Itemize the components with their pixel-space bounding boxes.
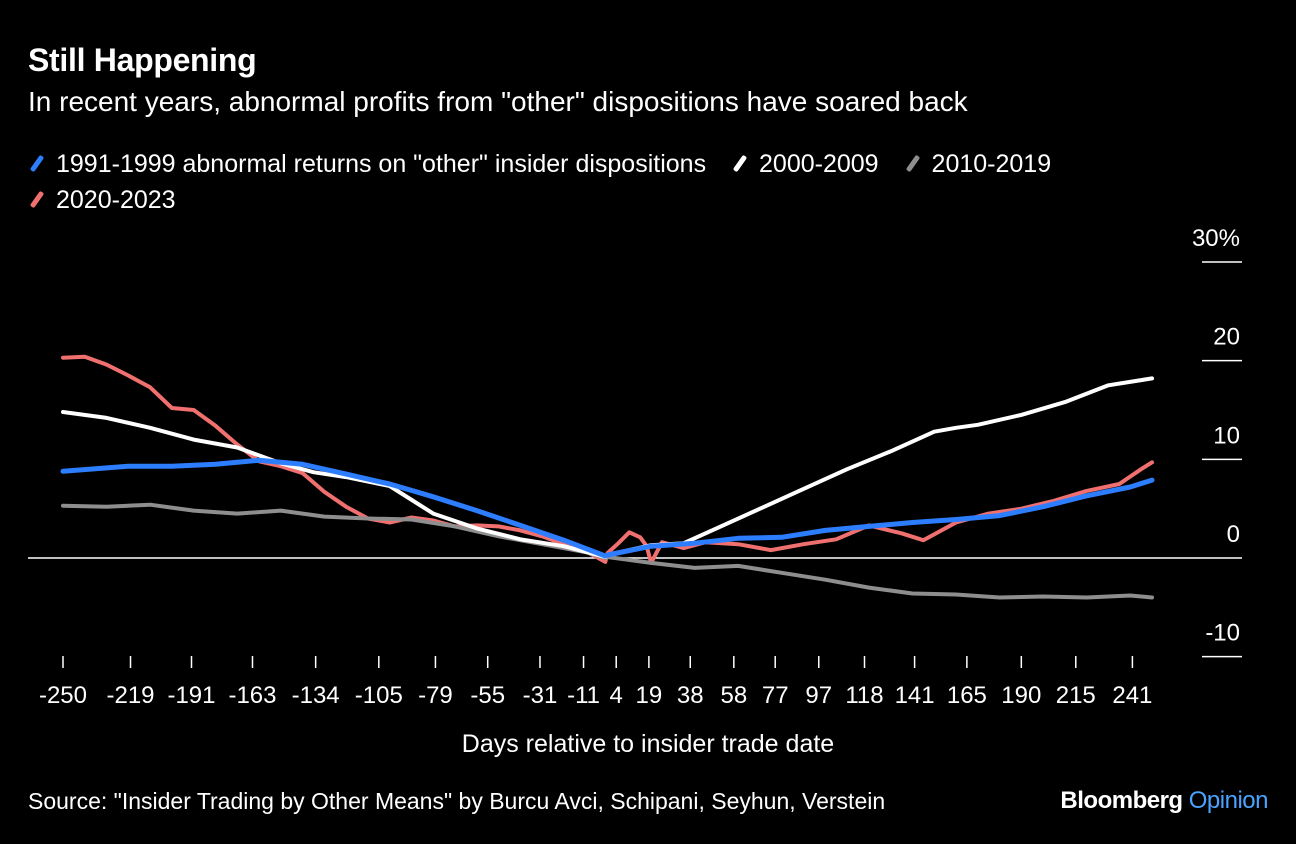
x-axis-label: Days relative to insider trade date [461, 730, 835, 758]
x-tick-label: 97 [805, 682, 832, 709]
legend-item-1991-1999: 1991-1999 abnormal returns on "other" in… [28, 146, 706, 182]
chart-title: Still Happening [28, 42, 257, 78]
legend-label-2010-2019: 2010-2019 [931, 150, 1052, 178]
y-tick-label: 10 [1213, 422, 1240, 449]
series-1991-1999-line [60, 457, 1155, 559]
x-tick-label: -105 [355, 682, 403, 709]
x-tick-label: 4 [610, 682, 623, 709]
series-2000-2009-line [61, 376, 1154, 559]
x-tick-label: -134 [292, 682, 340, 709]
x-tick-label: 190 [1001, 682, 1041, 709]
x-tick-label: -250 [39, 682, 87, 709]
x-tick-label: 77 [762, 682, 789, 709]
series-2020-2023-line [61, 354, 1154, 565]
x-tick-label: -31 [523, 682, 558, 709]
legend-label-2000-2009: 2000-2009 [759, 150, 879, 178]
x-tick-label: 215 [1056, 682, 1096, 709]
x-tick-label: -163 [228, 682, 276, 709]
brand-logo: Bloomberg Opinion [1060, 787, 1268, 815]
x-tick-label: -11 [567, 682, 600, 709]
chart-subtitle: In recent years, abnormal profits from "… [28, 86, 968, 117]
legend-item-2020-2023: 2020-2023 [28, 182, 176, 218]
x-tick-label: -79 [418, 682, 453, 709]
y-tick-label: 20 [1213, 324, 1240, 351]
brand-accent: Opinion [1188, 787, 1269, 814]
x-tick-label: -191 [167, 682, 215, 709]
x-tick-label: -219 [106, 682, 154, 709]
x-tick-label: 241 [1112, 682, 1152, 709]
x-tick-label: 38 [677, 682, 704, 709]
y-tick-label: 30% [1192, 225, 1240, 252]
legend-label-2020-2023: 2020-2023 [56, 186, 176, 214]
legend-label-1991-1999: 1991-1999 abnormal returns on "other" in… [56, 150, 707, 178]
x-tick-label: 118 [845, 682, 883, 709]
x-tick-label: 58 [720, 682, 747, 709]
legend: 1991-1999 abnormal returns on "other" in… [28, 146, 1268, 218]
source-note: Source: "Insider Trading by Other Means"… [28, 788, 886, 814]
y-tick-label: 0 [1227, 521, 1240, 548]
legend-item-2000-2009: 2000-2009 [731, 146, 879, 182]
y-tick-label: -10 [1205, 620, 1240, 647]
x-tick-label: -55 [470, 682, 505, 709]
legend-item-2010-2019: 2010-2019 [904, 146, 1052, 182]
x-tick-label: 141 [895, 682, 935, 709]
x-tick-label: 19 [636, 682, 663, 709]
brand-main: Bloomberg [1060, 787, 1183, 814]
x-tick-label: 165 [947, 682, 987, 709]
